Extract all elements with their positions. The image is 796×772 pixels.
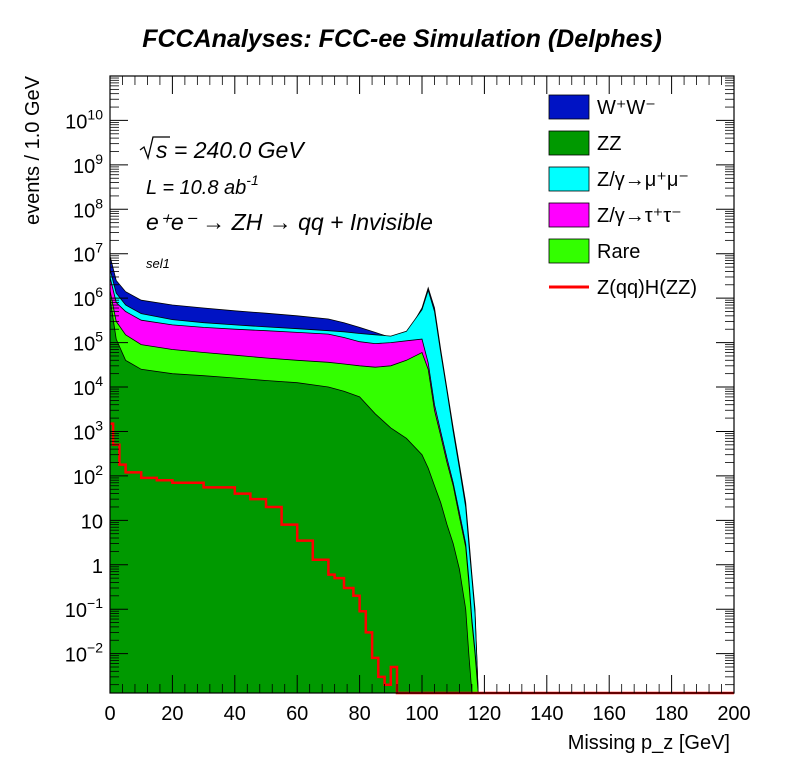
annotation-energy-text: s = 240.0 GeV xyxy=(156,137,306,163)
axis-ticks xyxy=(109,76,735,693)
y-tick-base: 10 xyxy=(65,600,87,622)
y-tick-exp: 5 xyxy=(95,329,103,345)
legend-label: Z(qq)H(ZZ) xyxy=(597,277,697,299)
legend-label: ZZ xyxy=(597,133,621,155)
y-tick-base: 10 xyxy=(73,200,95,222)
y-tick-label: 103 xyxy=(73,417,103,444)
y-tick-exp: 9 xyxy=(95,151,103,167)
y-tick-base: 10 xyxy=(73,334,95,356)
x-tick-label: 60 xyxy=(286,703,308,725)
annotation-luminosity-exp: -1 xyxy=(246,172,258,188)
y-tick-label: 109 xyxy=(73,151,103,178)
y-tick-base: 10 xyxy=(73,467,95,489)
sqrt-symbol xyxy=(139,136,170,161)
y-tick-label: 108 xyxy=(73,195,103,222)
y-tick-exp: 4 xyxy=(95,373,103,389)
legend-swatch xyxy=(548,130,590,156)
y-tick-base: 1 xyxy=(92,556,103,578)
y-tick-label: 1010 xyxy=(65,106,103,133)
x-tick-label: 100 xyxy=(405,703,438,725)
x-axis-label: Missing p_z [GeV] xyxy=(568,732,730,754)
signal-group xyxy=(110,422,734,695)
annotation-selection: sel1 xyxy=(146,256,170,271)
stack-group xyxy=(109,255,479,694)
x-tick-label: 40 xyxy=(224,703,246,725)
y-tick-exp: −1 xyxy=(87,595,103,611)
y-tick-exp: 3 xyxy=(95,417,103,433)
y-tick-base: 10 xyxy=(65,111,87,133)
x-tick-label: 0 xyxy=(104,703,115,725)
y-tick-base: 10 xyxy=(73,378,95,400)
annotation-process: e⁺e⁻ → ZH → qq + Invisible xyxy=(146,209,433,235)
y-tick-label: 10−2 xyxy=(65,640,103,667)
y-tick-label: 105 xyxy=(73,329,103,356)
legend: W⁺W⁻ ZZ Z/γ→μ⁺μ⁻ Z/γ→τ⁺τ⁻ Rare Z(qq)H(ZZ) xyxy=(548,94,697,299)
y-tick-label: 1 xyxy=(92,556,103,578)
y-tick-label: 106 xyxy=(73,284,103,311)
y-tick-base: 10 xyxy=(65,645,87,667)
y-tick-label: 104 xyxy=(73,373,103,400)
legend-label: W⁺W⁻ xyxy=(597,97,656,119)
y-tick-base: 10 xyxy=(81,511,103,533)
y-tick-exp: 10 xyxy=(87,106,103,122)
annotation-energy: s = 240.0 GeV xyxy=(139,136,306,163)
x-tick-label: 80 xyxy=(348,703,370,725)
y-tick-exp: 7 xyxy=(95,240,103,256)
y-tick-base: 10 xyxy=(73,289,95,311)
y-tick-exp: 8 xyxy=(95,195,103,211)
y-tick-exp: 6 xyxy=(95,284,103,300)
x-tick-label: 180 xyxy=(655,703,688,725)
y-tick-label: 107 xyxy=(73,240,103,267)
y-tick-label: 10−1 xyxy=(65,595,103,622)
stack-area-0 xyxy=(109,298,479,694)
x-tick-label: 140 xyxy=(530,703,563,725)
x-tick-label: 160 xyxy=(593,703,626,725)
y-tick-exp: −2 xyxy=(87,640,103,656)
legend-label: Z/γ→μ⁺μ⁻ xyxy=(597,169,689,191)
x-tick-label: 200 xyxy=(717,703,750,725)
legend-swatch xyxy=(548,202,590,228)
legend-swatch xyxy=(548,238,590,264)
x-tick-labels: 0 20 40 60 80 100 120 140 160 180 200 xyxy=(104,703,750,725)
annotation-luminosity: L = 10.8 ab-1 xyxy=(146,172,259,199)
y-tick-exp: 2 xyxy=(95,462,103,478)
y-axis-label: events / 1.0 GeV xyxy=(22,75,44,225)
chart-title: FCCAnalyses: FCC-ee Simulation (Delphes) xyxy=(142,25,662,53)
legend-swatch xyxy=(548,94,590,120)
signal-line xyxy=(110,422,734,695)
annotation-luminosity-text: L = 10.8 ab xyxy=(146,177,246,199)
y-tick-base: 10 xyxy=(73,245,95,267)
x-tick-label: 20 xyxy=(161,703,183,725)
legend-swatch xyxy=(548,166,590,192)
y-tick-label: 10 xyxy=(81,511,103,533)
y-tick-base: 10 xyxy=(73,422,95,444)
x-tick-label: 120 xyxy=(468,703,501,725)
y-tick-base: 10 xyxy=(73,156,95,178)
legend-label: Rare xyxy=(597,241,640,263)
y-tick-label: 102 xyxy=(73,462,103,489)
legend-label: Z/γ→τ⁺τ⁻ xyxy=(597,205,682,227)
